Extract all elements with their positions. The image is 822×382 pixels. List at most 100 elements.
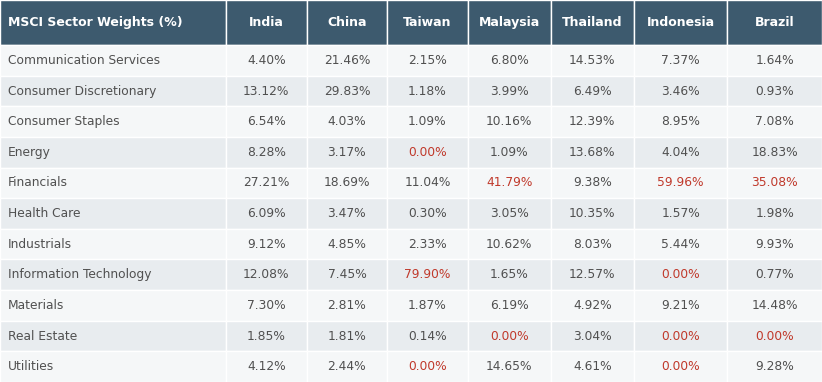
Bar [727,290,822,321]
Text: 14.53%: 14.53% [569,54,616,67]
Text: 4.61%: 4.61% [573,360,612,373]
Text: 2.81%: 2.81% [327,299,367,312]
Text: Taiwan: Taiwan [403,16,452,29]
Bar [307,229,387,259]
Text: Consumer Discretionary: Consumer Discretionary [8,84,157,97]
Bar [307,168,387,198]
Text: 0.00%: 0.00% [662,330,700,343]
Bar [468,76,551,106]
Text: 27.21%: 27.21% [243,176,289,189]
Bar [551,321,634,351]
Bar [634,45,727,76]
Bar [634,106,727,137]
Text: 9.12%: 9.12% [247,238,285,251]
Bar [387,137,468,168]
Text: Communication Services: Communication Services [8,54,160,67]
Bar [226,290,307,321]
Bar [387,0,468,45]
Text: 1.81%: 1.81% [327,330,367,343]
Text: 1.09%: 1.09% [490,146,529,159]
Bar [387,259,468,290]
Text: 6.19%: 6.19% [490,299,529,312]
Text: 8.03%: 8.03% [573,238,612,251]
Text: 1.18%: 1.18% [408,84,447,97]
Text: 0.14%: 0.14% [409,330,446,343]
Bar [634,198,727,229]
Bar [551,168,634,198]
Text: MSCI Sector Weights (%): MSCI Sector Weights (%) [8,16,182,29]
Text: China: China [327,16,367,29]
Bar [307,321,387,351]
Text: 41.79%: 41.79% [486,176,533,189]
Text: India: India [249,16,284,29]
Text: 12.39%: 12.39% [569,115,616,128]
Text: 35.08%: 35.08% [751,176,798,189]
Bar [307,290,387,321]
Text: 2.33%: 2.33% [409,238,446,251]
Bar [468,321,551,351]
Bar [727,229,822,259]
Bar [551,198,634,229]
Text: 4.03%: 4.03% [328,115,366,128]
Text: Indonesia: Indonesia [647,16,714,29]
Bar [727,106,822,137]
Text: Financials: Financials [8,176,68,189]
Bar [387,198,468,229]
Bar [551,229,634,259]
Text: 13.68%: 13.68% [569,146,616,159]
Bar [468,351,551,382]
Text: 21.46%: 21.46% [324,54,370,67]
Bar [226,76,307,106]
Bar [634,321,727,351]
Text: Thailand: Thailand [562,16,622,29]
Text: 0.77%: 0.77% [755,268,794,281]
Text: 12.57%: 12.57% [569,268,616,281]
Text: 4.85%: 4.85% [327,238,367,251]
Bar [551,76,634,106]
Text: 9.21%: 9.21% [662,299,700,312]
Text: 59.96%: 59.96% [658,176,704,189]
Text: 79.90%: 79.90% [404,268,450,281]
Bar [226,351,307,382]
Text: 14.65%: 14.65% [486,360,533,373]
Bar [0,229,226,259]
Bar [307,137,387,168]
Text: 1.87%: 1.87% [408,299,447,312]
Bar [307,351,387,382]
Bar [634,290,727,321]
Bar [387,76,468,106]
Bar [468,290,551,321]
Text: Real Estate: Real Estate [8,330,77,343]
Bar [0,0,226,45]
Bar [0,168,226,198]
Bar [0,259,226,290]
Text: 5.44%: 5.44% [661,238,700,251]
Bar [307,45,387,76]
Text: 0.93%: 0.93% [755,84,794,97]
Bar [226,229,307,259]
Text: 9.28%: 9.28% [755,360,794,373]
Text: 6.54%: 6.54% [247,115,286,128]
Bar [0,290,226,321]
Text: 29.83%: 29.83% [324,84,370,97]
Text: Materials: Materials [8,299,65,312]
Bar [226,0,307,45]
Text: 4.12%: 4.12% [247,360,285,373]
Bar [727,321,822,351]
Bar [226,106,307,137]
Bar [634,137,727,168]
Bar [0,45,226,76]
Text: 0.00%: 0.00% [662,268,700,281]
Bar [307,198,387,229]
Bar [387,106,468,137]
Text: Malaysia: Malaysia [478,16,540,29]
Text: 0.00%: 0.00% [409,146,446,159]
Text: Energy: Energy [8,146,51,159]
Bar [634,76,727,106]
Text: 12.08%: 12.08% [243,268,289,281]
Text: 1.64%: 1.64% [755,54,794,67]
Bar [634,229,727,259]
Text: Health Care: Health Care [8,207,81,220]
Bar [551,45,634,76]
Text: 2.44%: 2.44% [328,360,366,373]
